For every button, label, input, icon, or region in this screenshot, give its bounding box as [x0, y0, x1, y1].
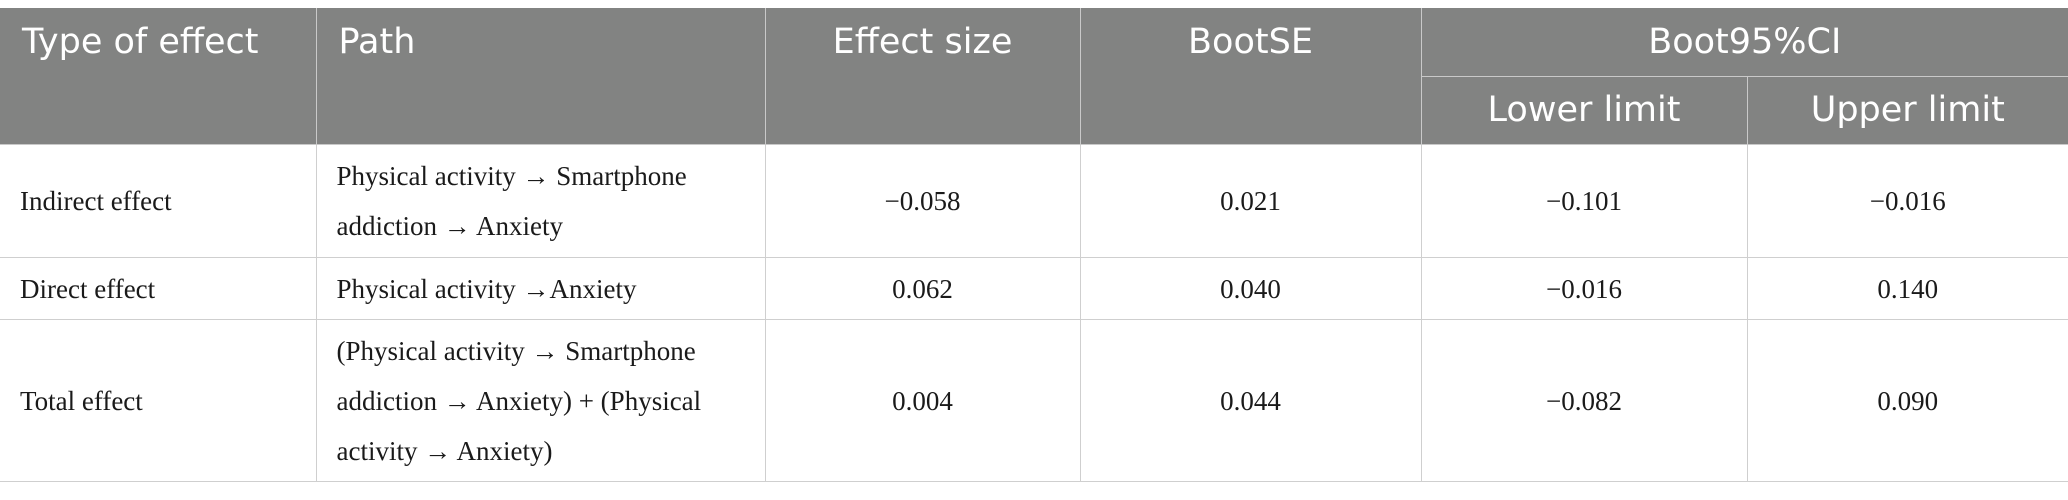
cell-boot-se: 0.021: [1080, 144, 1422, 258]
cell-effect-size: −0.058: [765, 144, 1081, 258]
cell-boot-se: 0.040: [1080, 257, 1422, 320]
cell-boot-se: 0.044: [1080, 319, 1422, 482]
effects-table-container: Type of effect Path Effect size BootSE B…: [0, 8, 2068, 482]
cell-path: Physical activity → Smartphone addiction…: [316, 144, 766, 258]
header-upper-limit: Upper limit: [1747, 76, 2068, 145]
cell-upper-limit: 0.090: [1747, 319, 2068, 482]
header-path: Path: [316, 8, 766, 145]
cell-type: Indirect effect: [0, 144, 317, 258]
cell-effect-size: 0.004: [765, 319, 1081, 482]
cell-type: Direct effect: [0, 257, 317, 320]
table-row: Total effect (Physical activity → Smartp…: [0, 319, 2068, 482]
header-effect-size: Effect size: [765, 8, 1081, 145]
cell-type: Total effect: [0, 319, 317, 482]
cell-upper-limit: 0.140: [1747, 257, 2068, 320]
cell-upper-limit: −0.016: [1747, 144, 2068, 258]
cell-lower-limit: −0.082: [1421, 319, 1748, 482]
cell-lower-limit: −0.101: [1421, 144, 1748, 258]
table-header: Type of effect Path Effect size BootSE B…: [0, 8, 2068, 145]
table-body: Indirect effect Physical activity → Smar…: [0, 144, 2068, 482]
header-boot-ci: Boot95%CI: [1421, 8, 2068, 77]
header-lower-limit: Lower limit: [1421, 76, 1748, 145]
cell-path: (Physical activity → Smartphone addictio…: [316, 319, 766, 482]
cell-effect-size: 0.062: [765, 257, 1081, 320]
cell-path: Physical activity →Anxiety: [316, 257, 766, 320]
header-type-of-effect: Type of effect: [0, 8, 317, 145]
header-boot-se: BootSE: [1080, 8, 1422, 145]
cell-lower-limit: −0.016: [1421, 257, 1748, 320]
table-row: Indirect effect Physical activity → Smar…: [0, 144, 2068, 258]
header-row-bottom: Lower limit Upper limit: [0, 76, 2068, 145]
mediation-effects-table: Type of effect Path Effect size BootSE B…: [0, 8, 2068, 482]
header-row-top: Type of effect Path Effect size BootSE B…: [0, 8, 2068, 145]
table-row: Direct effect Physical activity →Anxiety…: [0, 257, 2068, 320]
